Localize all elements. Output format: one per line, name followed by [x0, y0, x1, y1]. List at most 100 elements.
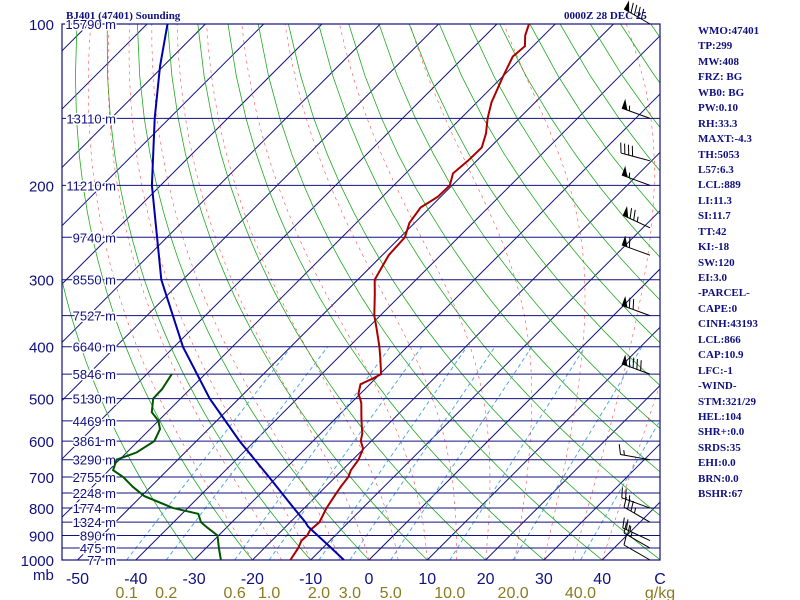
wind-barbs [618, 0, 651, 561]
height-label: 2248 m [73, 486, 116, 501]
temperature-profile [289, 24, 530, 560]
height-label: 7527 m [73, 309, 116, 324]
mixing-ratio-label: 40.0 [565, 585, 596, 600]
stats-panel: WMO:47401 TP:299 MW:408 FRZ: BG WB0: BG PW:0.… [698, 24, 798, 503]
moist-adiabat-line [151, 24, 341, 560]
isotherm-line [62, 24, 206, 169]
stat-line: TH:5053 [698, 148, 740, 161]
mixing-ratio-label: 10.0 [434, 585, 465, 600]
moist-adiabat-line [409, 24, 533, 560]
moist-adiabat-line [107, 24, 282, 560]
mixing-ratio-line [126, 346, 292, 560]
stat-line: SW:120 [698, 256, 735, 269]
wind-barb [622, 206, 651, 229]
height-label: 13110 m [66, 111, 116, 126]
isotherm-line [62, 24, 323, 285]
stat-line: HEL:104 [698, 410, 742, 423]
stat-line: LI:11.3 [698, 194, 732, 207]
height-label: 77 m [87, 553, 116, 568]
mixing-ratio-line [165, 346, 329, 560]
isotherm-line [193, 93, 660, 560]
wind-barb [623, 534, 651, 561]
height-label: 4469 m [73, 414, 116, 429]
isotherm-line [426, 326, 660, 560]
stat-line: SHR+:0.0 [698, 426, 745, 439]
mixing-ratio-label: 0.6 [224, 585, 246, 600]
temp-tick-label: -40 [124, 571, 147, 588]
temp-tick-label: -30 [183, 571, 206, 588]
pressure-label: 100 [29, 17, 54, 34]
stat-line: FRZ: BG [698, 71, 743, 84]
plot-area [0, 24, 660, 560]
mixing-ratio-line [390, 346, 533, 560]
mixing-ratio-label: 0.2 [155, 585, 177, 600]
temp-tick-label: 40 [593, 571, 611, 588]
pressure-label: 200 [29, 178, 54, 195]
isotherm-line [62, 24, 265, 227]
moist-adiabat-line [176, 24, 370, 560]
mixing-ratio-label: 2.0 [308, 585, 330, 600]
height-label: 2755 m [73, 470, 116, 485]
temp-tick-label: -10 [299, 571, 322, 588]
height-label: 1774 m [73, 501, 116, 516]
isotherm-line [62, 24, 381, 344]
mixing-ratio-line [512, 346, 643, 560]
pressure-label: 600 [29, 434, 54, 451]
stat-line: CAPE:0 [698, 302, 738, 315]
dry-adiabat-line [106, 24, 312, 560]
isotherm-line [62, 24, 556, 518]
isotherm-line [135, 35, 660, 560]
wind-barb [621, 487, 651, 509]
isotherm-line [77, 24, 614, 560]
stat-line: WB0: BG [698, 86, 745, 99]
mixing-ratio-label: 0.1 [115, 585, 137, 600]
height-label: 9740 m [73, 230, 116, 245]
mixing-ratio-line [580, 419, 660, 560]
pressure-unit-label: mb [33, 567, 54, 584]
mixing-ratio-line [449, 346, 586, 560]
isotherm-line [485, 384, 660, 560]
isotherm-line [0, 24, 31, 560]
stat-line: CINH:43193 [698, 318, 758, 331]
height-label: 3861 m [73, 434, 116, 449]
stat-line: LFC:-1 [698, 364, 733, 377]
stat-line: TT:42 [698, 225, 727, 238]
stat-line: WMO:47401 [698, 25, 760, 37]
temp-tick-label: 10 [418, 571, 436, 588]
mixing-ratio-label: 5.0 [380, 585, 402, 600]
dry-adiabat-line [137, 24, 370, 560]
parcel-profile [150, 24, 345, 560]
stat-line: SRDS:35 [698, 441, 741, 454]
stat-line: MW:408 [698, 55, 739, 68]
wind-barb [621, 235, 651, 256]
moist-adiabat-line [503, 24, 586, 560]
temp-tick-label: 20 [477, 571, 495, 588]
stat-line: BSHR:67 [698, 488, 743, 501]
moist-adiabat-line [241, 24, 428, 560]
wind-barb [623, 0, 651, 25]
stat-line: TP:299 [698, 40, 733, 53]
station-title: BJ401 (47401) Sounding [66, 10, 181, 22]
isotherm-line [252, 151, 660, 560]
height-label: 5130 m [73, 392, 116, 407]
height-label: 1324 m [73, 515, 116, 530]
height-label: 6640 m [73, 340, 116, 355]
isotherm-line [62, 24, 498, 460]
dry-adiabat-line [167, 24, 428, 560]
temp-tick-label: C [654, 571, 666, 588]
stat-line: CAP:10.9 [698, 349, 744, 362]
height-label: 8550 m [73, 273, 116, 288]
temp-tick-label: 0 [365, 571, 374, 588]
height-label: 15790 m [65, 17, 116, 32]
pressure-label: 700 [29, 470, 54, 487]
isotherm-line [310, 209, 660, 560]
height-label: 3290 m [73, 453, 116, 468]
stat-line: KI:-18 [698, 241, 730, 254]
pressure-label: 800 [29, 501, 54, 518]
stat-line: EHI:0.0 [698, 457, 736, 470]
stat-line: RH:33.3 [698, 117, 738, 130]
isobar-group [62, 23, 660, 561]
wind-barb [623, 522, 651, 549]
mixing-ratio-label: 20.0 [498, 585, 529, 600]
